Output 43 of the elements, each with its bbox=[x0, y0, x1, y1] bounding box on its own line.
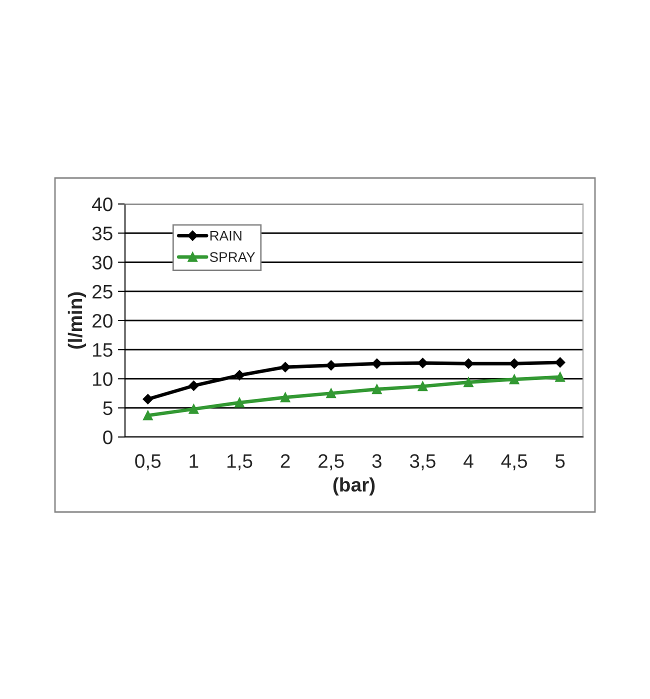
y-tick-label: 15 bbox=[93, 343, 112, 357]
x-tick-label: 3,5 bbox=[410, 454, 436, 470]
y-tick-label: 5 bbox=[103, 402, 112, 416]
x-tick-label: 5 bbox=[555, 454, 565, 468]
point bbox=[418, 358, 428, 368]
y-tick-label: 30 bbox=[92, 256, 112, 270]
point bbox=[372, 358, 382, 369]
y-tick-label: 0 bbox=[103, 430, 112, 444]
point bbox=[555, 372, 565, 382]
point bbox=[372, 384, 382, 394]
y-tick-label: 40 bbox=[92, 197, 112, 212]
x-tick-label: 1 bbox=[190, 454, 198, 468]
legend-label: RAIN bbox=[210, 230, 242, 241]
point bbox=[143, 410, 153, 420]
y-axis-title: (l/min) bbox=[68, 292, 86, 349]
x-tick-label: 2,5 bbox=[318, 454, 344, 470]
point bbox=[418, 381, 428, 392]
x-tick-label: 1,5 bbox=[227, 454, 252, 470]
x-axis-title: (bar) bbox=[333, 477, 375, 496]
y-tick-label: 10 bbox=[93, 372, 112, 386]
y-tick-label: 25 bbox=[92, 284, 112, 299]
point bbox=[142, 394, 154, 404]
x-tick-label: 3 bbox=[372, 454, 382, 468]
x-tick-label: 4 bbox=[464, 454, 474, 468]
x-tick-label: 2 bbox=[280, 454, 290, 468]
point bbox=[188, 404, 199, 414]
point bbox=[509, 374, 520, 384]
point bbox=[326, 388, 336, 398]
point bbox=[509, 358, 520, 369]
point bbox=[280, 392, 290, 402]
x-tick-label: 0,5 bbox=[135, 454, 161, 470]
point bbox=[464, 377, 474, 388]
point bbox=[234, 370, 245, 380]
point bbox=[326, 360, 336, 370]
point bbox=[554, 357, 566, 368]
x-tick-label: 4,5 bbox=[501, 454, 527, 470]
legend-label: SPRAY bbox=[210, 252, 256, 262]
point bbox=[188, 380, 199, 391]
y-tick-label: 35 bbox=[92, 226, 112, 240]
point bbox=[463, 358, 474, 369]
point bbox=[280, 362, 290, 372]
point bbox=[234, 398, 244, 408]
y-tick-label: 20 bbox=[92, 314, 112, 328]
